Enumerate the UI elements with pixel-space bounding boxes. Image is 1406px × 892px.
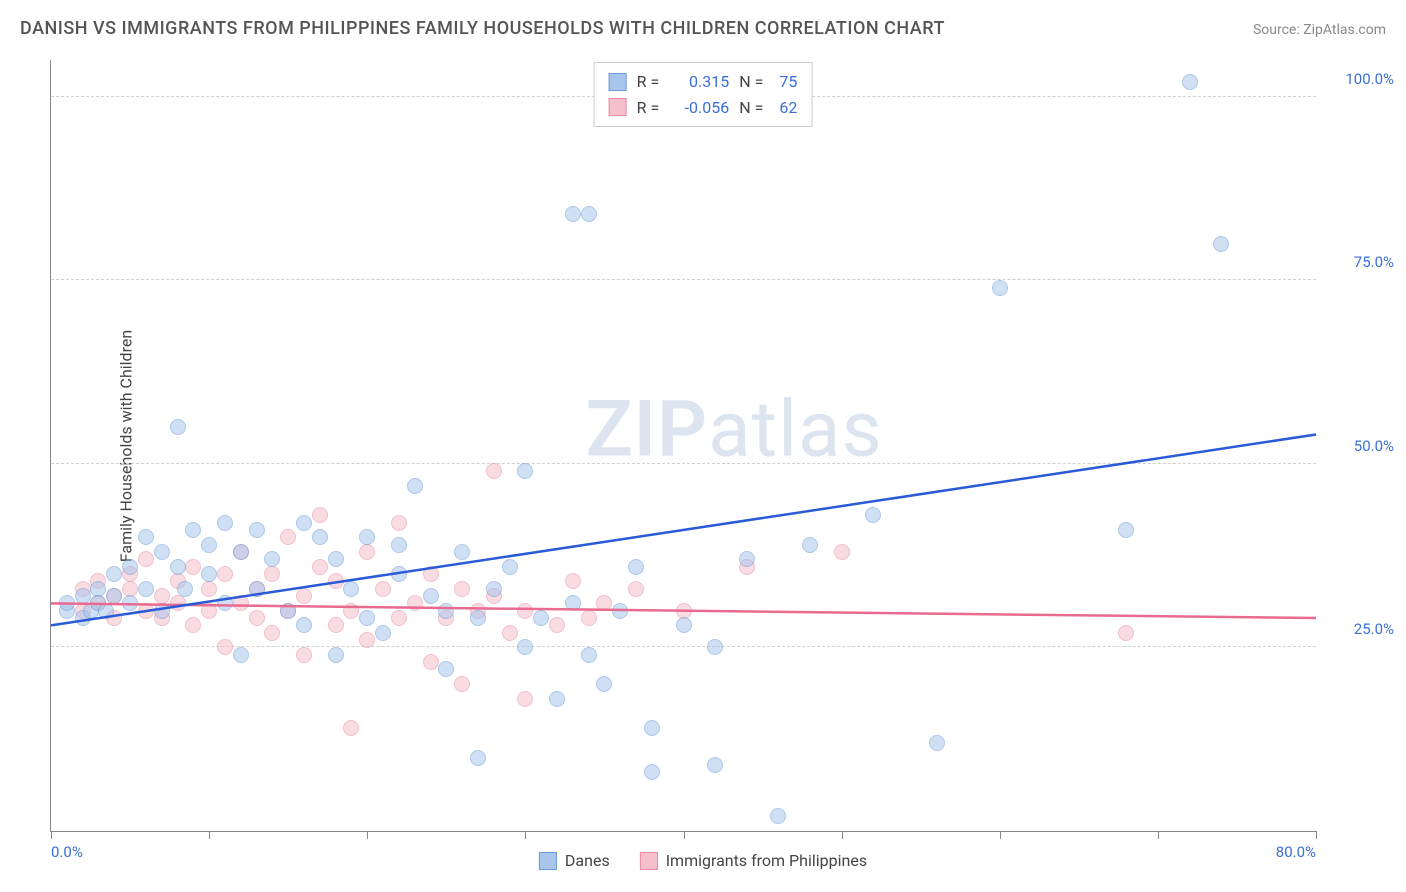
chart-title: DANISH VS IMMIGRANTS FROM PHILIPPINES FA…: [20, 18, 945, 39]
xtick: [842, 831, 843, 839]
xtick-label: 0.0%: [51, 843, 83, 861]
legend-item-immigrants: Immigrants from Philippines: [640, 851, 867, 870]
xtick: [1000, 831, 1001, 839]
trend-lines: [51, 60, 1316, 831]
legend-stats-row-immigrants: R = -0.056 N = 62: [609, 95, 798, 121]
legend-stats-row-danes: R = 0.315 N = 75: [609, 69, 798, 95]
legend-stats-box: R = 0.315 N = 75 R = -0.056 N = 62: [594, 62, 813, 127]
r-label: R =: [637, 69, 660, 95]
r-label-2: R =: [637, 95, 660, 121]
n-value-danes: 75: [779, 69, 797, 95]
xtick: [1158, 831, 1159, 839]
n-label-2: N =: [739, 95, 763, 121]
source-label: Source: ZipAtlas.com: [1253, 22, 1386, 38]
r-value-immigrants: -0.056: [669, 95, 729, 121]
n-label: N =: [739, 69, 763, 95]
xtick: [209, 831, 210, 839]
xtick: [1316, 831, 1317, 839]
plot-area: ZIPatlas 25.0%50.0%75.0%100.0%0.0%80.0%: [50, 60, 1316, 832]
ytick-label: 100.0%: [1324, 70, 1394, 88]
r-value-danes: 0.315: [669, 69, 729, 95]
xtick: [684, 831, 685, 839]
ytick-label: 50.0%: [1324, 437, 1394, 455]
legend-label-immigrants: Immigrants from Philippines: [666, 851, 867, 870]
legend-item-danes: Danes: [539, 851, 610, 870]
trend-line: [51, 434, 1316, 625]
xtick: [525, 831, 526, 839]
xtick: [367, 831, 368, 839]
ytick-label: 75.0%: [1324, 253, 1394, 271]
ytick-label: 25.0%: [1324, 620, 1394, 638]
swatch-immigrants: [609, 98, 627, 116]
trend-line: [51, 603, 1316, 618]
legend-label-danes: Danes: [565, 851, 610, 870]
swatch-danes-bottom: [539, 852, 557, 870]
xtick-label: 80.0%: [1276, 843, 1316, 861]
n-value-immigrants: 62: [779, 95, 797, 121]
swatch-immigrants-bottom: [640, 852, 658, 870]
legend-bottom: Danes Immigrants from Philippines: [539, 851, 867, 870]
swatch-danes: [609, 73, 627, 91]
xtick: [51, 831, 52, 839]
